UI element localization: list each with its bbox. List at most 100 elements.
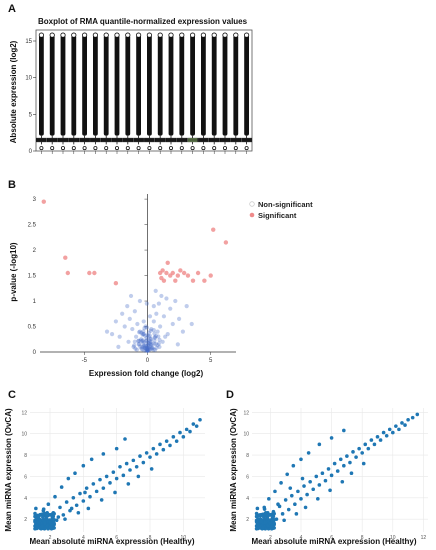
point-nonsignificant [161, 314, 167, 319]
point-nonsignificant [140, 347, 145, 352]
data-point [340, 479, 345, 484]
data-point [111, 470, 116, 474]
point-significant [92, 270, 97, 276]
x-tick-label: -5 [82, 358, 88, 364]
data-point [136, 474, 141, 479]
point-nonsignificant [144, 338, 150, 343]
data-point [86, 506, 91, 511]
legend-label-nonsignificant: Non-significant [258, 200, 313, 209]
data-point [265, 523, 270, 528]
outlier-column [244, 35, 249, 136]
point-nonsignificant [139, 346, 144, 351]
data-point [381, 430, 386, 435]
data-point [345, 454, 349, 458]
point-nonsignificant [147, 344, 152, 349]
point-nonsignificant [141, 332, 146, 337]
data-point [123, 437, 127, 441]
y-tick-label: 4 [24, 496, 27, 502]
point-nonsignificant [155, 329, 160, 334]
point-significant [113, 280, 119, 286]
plot-area [252, 408, 428, 532]
data-point [375, 435, 380, 439]
data-point [391, 430, 395, 435]
y-tick-label: 10 [21, 432, 27, 438]
point-nonsignificant [141, 319, 146, 324]
data-point [53, 494, 57, 499]
point-nonsignificant [137, 330, 142, 335]
data-point [44, 514, 49, 519]
point-nonsignificant [136, 342, 141, 347]
low-outlier [104, 146, 109, 151]
data-point [104, 474, 109, 479]
data-point [317, 442, 322, 447]
point-nonsignificant [132, 309, 137, 314]
y-tick-label: 6 [24, 474, 27, 480]
point-nonsignificant [173, 298, 178, 304]
data-point [51, 514, 56, 519]
point-nonsignificant [135, 321, 140, 327]
point-significant [202, 278, 207, 283]
y-tick-label: 12 [243, 410, 249, 416]
point-nonsignificant [144, 346, 149, 351]
data-point [69, 506, 74, 511]
point-nonsignificant [158, 324, 163, 329]
x-tick-label: 12 [421, 535, 427, 541]
data-point [138, 454, 142, 458]
point-nonsignificant [144, 343, 149, 348]
data-point [320, 471, 325, 476]
low-outlier [39, 146, 44, 151]
point-nonsignificant [151, 328, 156, 333]
point-nonsignificant [146, 346, 151, 351]
outlier-column [103, 35, 109, 136]
point-nonsignificant [159, 293, 164, 299]
outlier-column [49, 35, 55, 136]
data-point [78, 491, 82, 496]
data-point [271, 509, 276, 514]
outlier-point [179, 32, 185, 38]
outlier-point [211, 32, 217, 38]
point-nonsignificant [142, 345, 148, 350]
low-outlier [71, 146, 76, 151]
point-nonsignificant [130, 326, 135, 332]
point-nonsignificant [149, 346, 155, 351]
panel-d-scatter: Mean miRNA expression (OvCA) Mean absolu… [229, 408, 428, 546]
point-nonsignificant [168, 306, 173, 311]
point-nonsignificant [133, 346, 138, 351]
low-outlier [50, 146, 55, 151]
point-nonsignificant [145, 348, 150, 353]
outlier-point [168, 32, 174, 38]
data-point [267, 497, 271, 501]
data-point [191, 422, 196, 426]
data-point [121, 473, 126, 478]
point-significant [159, 275, 164, 281]
data-point [151, 446, 156, 451]
data-point [326, 467, 331, 471]
point-significant [164, 270, 169, 276]
point-nonsignificant [146, 330, 151, 335]
point-nonsignificant [116, 344, 121, 350]
data-point [354, 455, 358, 459]
low-outlier [233, 146, 238, 151]
y-tick-label: 2.5 [28, 223, 37, 229]
data-point [323, 478, 328, 483]
point-nonsignificant [145, 348, 150, 353]
point-nonsignificant [139, 344, 144, 350]
point-nonsignificant [148, 336, 153, 341]
outlier-point [222, 32, 228, 38]
data-point [270, 523, 274, 528]
outlier-column [71, 35, 77, 136]
point-nonsignificant [153, 341, 158, 347]
point-nonsignificant [145, 340, 150, 345]
data-point [276, 502, 280, 507]
data-point [58, 505, 62, 510]
point-nonsignificant [145, 348, 150, 353]
outlier-column [211, 35, 217, 136]
point-nonsignificant [145, 347, 150, 352]
point-nonsignificant [176, 316, 182, 321]
point-nonsignificant [143, 333, 148, 338]
data-point [51, 510, 56, 515]
data-point [194, 424, 199, 428]
outlier-column [93, 35, 98, 136]
data-point [88, 494, 92, 499]
data-point [113, 490, 117, 495]
